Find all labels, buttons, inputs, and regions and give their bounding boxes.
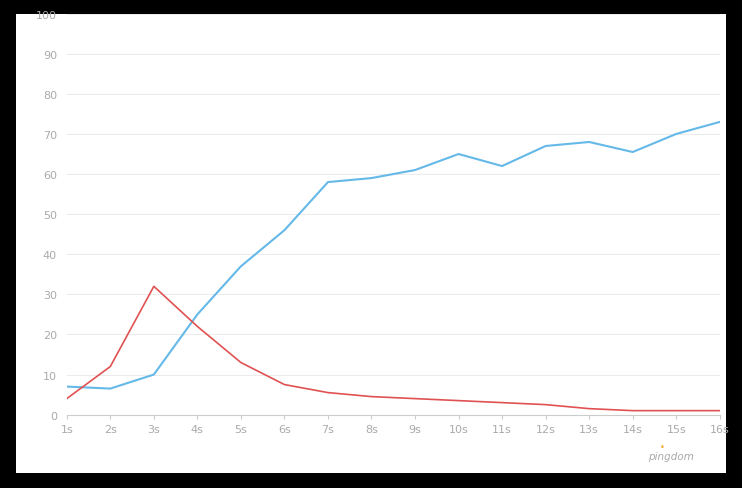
Text: •: •: [660, 443, 665, 451]
Text: pingdom: pingdom: [648, 451, 694, 461]
